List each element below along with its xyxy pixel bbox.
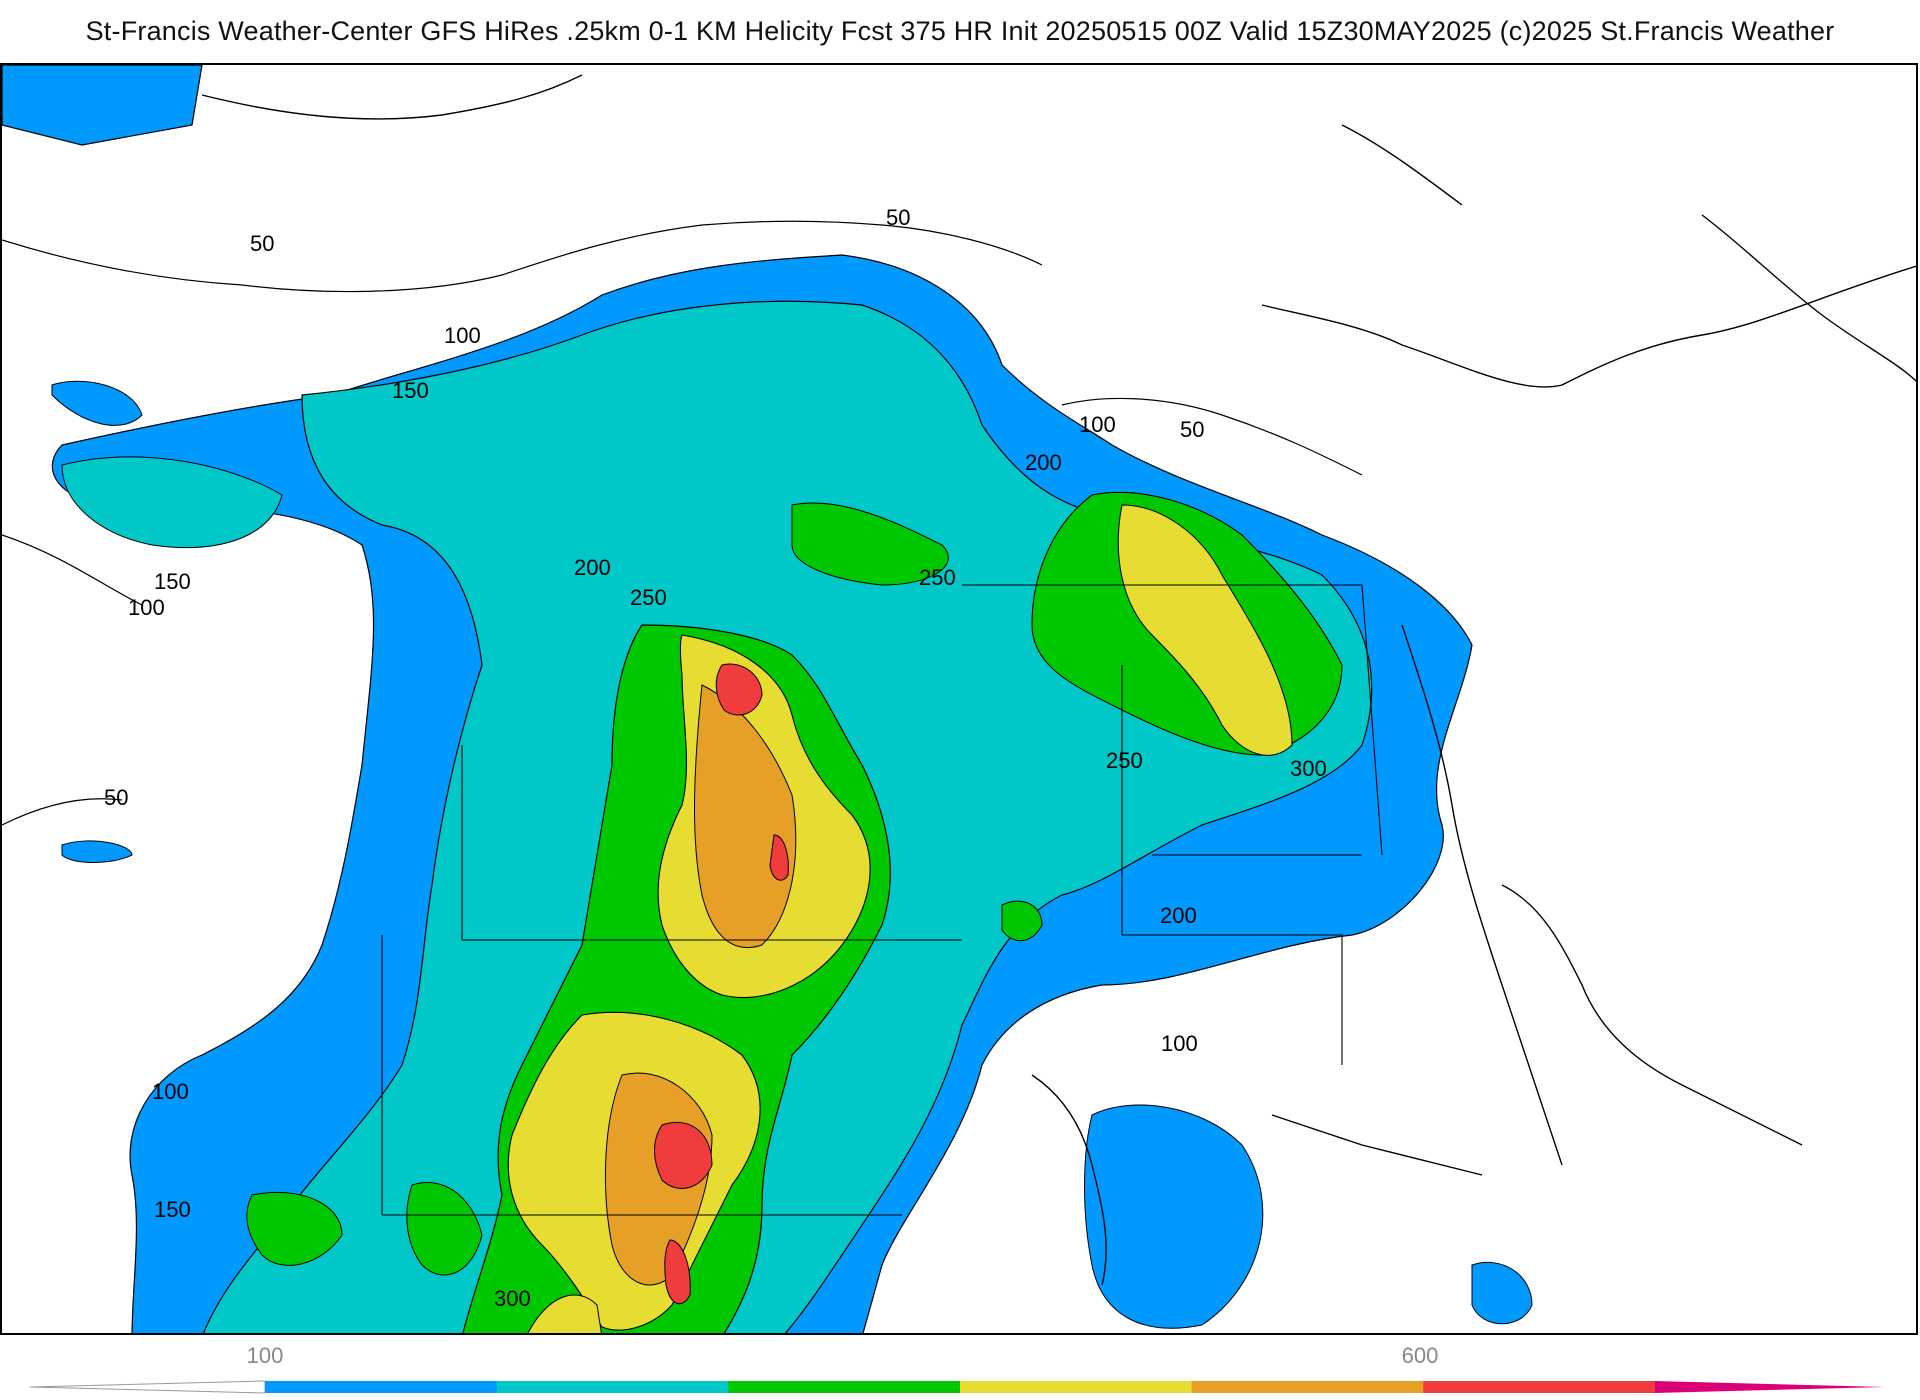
band-600: [664, 1239, 691, 1305]
band-300-patch: [791, 502, 949, 586]
contour-label: 250: [919, 565, 956, 590]
contour-label: 100: [444, 323, 481, 348]
band-150-west: [61, 456, 283, 549]
contour-label: 100: [152, 1079, 189, 1104]
band-100-patch: [51, 380, 143, 426]
band-600: [769, 834, 789, 881]
band-500: [694, 684, 797, 949]
contour-label: 300: [1290, 756, 1327, 781]
contour-label: 250: [630, 585, 667, 610]
band-100-patch: [1084, 1104, 1264, 1329]
band-300-patch: [406, 1181, 483, 1276]
legend-right-arrow: [1655, 1381, 1885, 1393]
band-400-patch: [527, 1294, 602, 1333]
contour-label: 250: [1106, 748, 1143, 773]
contour-label: 50: [886, 205, 910, 230]
map-canvas: 50 50 50 50 100 100 100 100 100 150 150 …: [2, 65, 1916, 1333]
state-borders: [381, 584, 1383, 1216]
legend-swatch: [265, 1381, 498, 1393]
contour-label: 150: [154, 569, 191, 594]
band-600: [654, 1121, 713, 1189]
chart-title: St-Francis Weather-Center GFS HiRes .25k…: [85, 16, 1835, 46]
legend-swatch: [728, 1381, 961, 1393]
contour-label-group: 50 50 50 50 100 100 100 100 100 150 150 …: [104, 205, 1327, 1311]
legend-swatch: [1191, 1381, 1424, 1393]
band-300-patch: [246, 1191, 343, 1266]
legend-swatch: [496, 1381, 729, 1393]
color-scale-legend: 100 600: [0, 1335, 1920, 1400]
contour-label: 50: [1180, 417, 1204, 442]
contour-label: 100: [128, 595, 165, 620]
legend-tick-label: 100: [246, 1343, 284, 1368]
legend-swatch: [1423, 1381, 1656, 1393]
band-100-patch: [1471, 1261, 1533, 1325]
contour-label: 150: [154, 1197, 191, 1222]
contour-label: 100: [1079, 412, 1116, 437]
band-600: [715, 663, 763, 716]
contour-label: 150: [392, 378, 429, 403]
legend-left-arrow: [29, 1380, 266, 1394]
contour-label: 50: [250, 231, 274, 256]
legend-swatches: [265, 1381, 1656, 1393]
color-scale-bar: [29, 1380, 1885, 1394]
contour-label: 200: [1160, 903, 1197, 928]
contour-label: 50: [104, 785, 128, 810]
coastlines: [201, 74, 1916, 1286]
contour-label: 200: [574, 555, 611, 580]
helicity-map: 50 50 50 50 100 100 100 100 100 150 150 …: [0, 63, 1918, 1335]
contour-label: 200: [1025, 450, 1062, 475]
band-300-patch: [1001, 900, 1043, 942]
legend-tick-label: 600: [1401, 1343, 1439, 1368]
band-400-ne: [1117, 504, 1293, 756]
contour-label: 100: [1161, 1031, 1198, 1056]
contour-label: 300: [494, 1286, 531, 1311]
contour-lines: [2, 220, 1363, 826]
band-100-patch: [61, 840, 133, 863]
legend-swatch: [960, 1381, 1193, 1393]
